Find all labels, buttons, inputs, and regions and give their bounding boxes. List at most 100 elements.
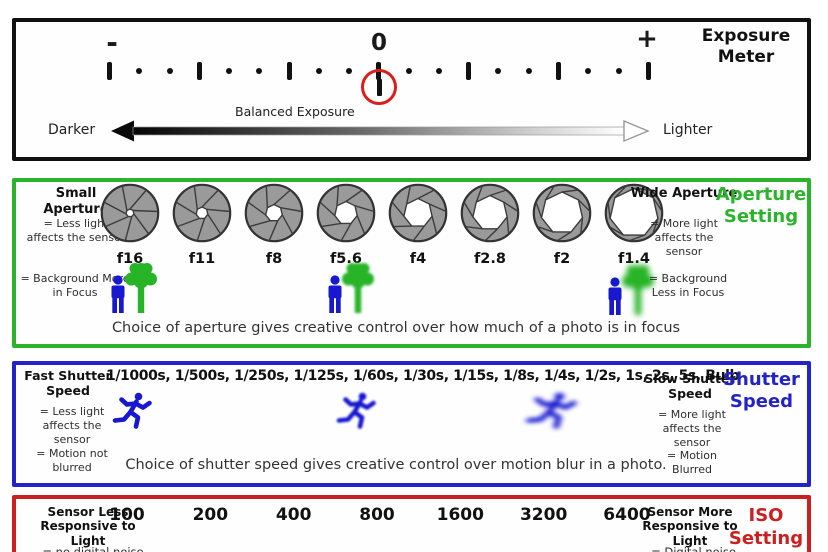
very-blurred-tree-icon — [620, 263, 656, 319]
iso-value: 6400 — [603, 505, 651, 525]
fstop-label: f4 — [409, 251, 427, 267]
iris-f11-icon — [171, 182, 233, 244]
runner-blurred-icon — [336, 391, 376, 431]
iso-values-row: 100 200 400 800 1600 3200 6400 — [92, 505, 662, 525]
iso-more-responsive-heading: Sensor More Responsive to Light — [642, 505, 738, 548]
fstop-label: f2.8 — [474, 251, 506, 267]
iso-no-noise-note: = no digital noise — [42, 545, 144, 552]
iris-f2-icon — [531, 182, 593, 244]
meter-needle-indicator — [361, 69, 397, 105]
meter-tick — [645, 62, 651, 80]
exposure-meter-panel: - 0 + Exposure Meter Balanced Exposure D… — [12, 18, 811, 161]
person-icon — [325, 275, 345, 317]
meter-tick — [555, 62, 561, 80]
meter-dot — [405, 68, 412, 74]
iris-f16-icon — [99, 182, 161, 244]
fstop-label: f11 — [188, 251, 216, 267]
aperture-caption: Choice of aperture gives creative contro… — [111, 320, 681, 336]
iso-value: 800 — [359, 505, 395, 525]
meter-dot — [495, 68, 502, 74]
fast-shutter-note-light: = Less light affects the sensor — [39, 405, 105, 447]
fstop-label: f2 — [553, 251, 571, 267]
aperture-stop-cell: f11 — [166, 182, 238, 267]
aperture-stop-cell: f5.6 — [310, 182, 382, 267]
fstop-label: f1.4 — [618, 251, 650, 267]
darker-label: Darker — [48, 122, 96, 138]
meter-minus-label: - — [106, 26, 118, 59]
aperture-stop-cell: f8 — [238, 182, 310, 267]
fstop-label: f8 — [265, 251, 283, 267]
aperture-stop-cell: f2.8 — [454, 182, 526, 267]
meter-zero-label: 0 — [370, 30, 388, 56]
iso-setting-panel: Sensor Less Responsive to Light = no dig… — [12, 495, 811, 552]
aperture-stop-cell: f4 — [382, 182, 454, 267]
aperture-stop-cell: f16 — [94, 182, 166, 267]
focus-example-medium — [325, 263, 376, 317]
darker-lighter-gradient-arrow-icon — [111, 119, 650, 143]
slow-shutter-note-motion: = Motion Blurred — [666, 449, 717, 477]
meter-needle-tick-icon — [376, 78, 382, 96]
meter-dot — [615, 68, 622, 74]
shutter-speed-panel: Fast Shutter Speed 1/1000s, 1/500s, 1/25… — [12, 361, 811, 487]
meter-plus-label: + — [636, 24, 658, 54]
iso-value: 1600 — [436, 505, 484, 525]
meter-tick — [196, 62, 202, 80]
focus-example-sharp — [108, 263, 159, 317]
fstop-label: f16 — [116, 251, 144, 267]
meter-dot — [256, 68, 263, 74]
meter-tick — [107, 62, 112, 80]
wide-aperture-heading: Wide Aperture — [630, 186, 738, 201]
tree-icon — [123, 261, 159, 317]
person-icon — [108, 275, 128, 317]
small-aperture-heading: Small Aperture — [43, 186, 109, 217]
small-aperture-note-light: = Less light affects the sensor — [26, 217, 126, 245]
aperture-setting-panel: Small Aperture = Less light affects the … — [12, 178, 811, 348]
aperture-stop-cell: f1.4 — [598, 182, 670, 267]
iris-f1.4-icon — [603, 182, 665, 244]
person-icon — [605, 277, 625, 319]
iso-value: 3200 — [519, 505, 568, 525]
fstop-label: f5.6 — [330, 251, 362, 267]
fast-shutter-note-motion: = Motion not blurred — [36, 447, 108, 475]
wide-aperture-note-light: = More light affects the sensor — [650, 217, 718, 259]
iris-f5.6-icon — [315, 182, 377, 244]
meter-dot — [585, 68, 592, 74]
lighter-label: Lighter — [663, 122, 713, 138]
iso-digital-noise-note: = Digital noise — [651, 545, 736, 552]
iso-value: 100 — [109, 505, 145, 525]
panel-title-exposure-meter: Exposure Meter — [701, 26, 791, 67]
wide-aperture-note-focus: = Background Less in Focus — [648, 272, 728, 300]
meter-dot — [525, 68, 532, 74]
meter-tick — [286, 62, 292, 80]
panel-title-iso-setting: ISO Setting — [728, 505, 804, 549]
meter-dot — [226, 68, 233, 74]
shutter-caption: Choice of shutter speed gives creative c… — [125, 457, 667, 473]
aperture-iris-row: f16 f11 f8 f5.6 f4 f2.8 f2 f1.4 — [94, 182, 670, 267]
meter-dot — [315, 68, 322, 74]
meter-dot — [435, 68, 442, 74]
meter-dot — [346, 68, 353, 74]
meter-tick — [466, 62, 472, 80]
iris-f4-icon — [387, 182, 449, 244]
balanced-exposure-label: Balanced Exposure — [235, 104, 355, 119]
panel-title-aperture-setting: Aperture Setting — [715, 184, 807, 227]
slow-shutter-heading: Slow Shutter Speed — [644, 371, 736, 401]
fast-shutter-heading: Fast Shutter Speed — [24, 368, 112, 398]
iso-value: 200 — [192, 505, 229, 525]
runner-motion-blur-icon — [525, 391, 577, 431]
aperture-stop-cell: f2 — [526, 182, 598, 267]
shutter-speeds-list: 1/1000s, 1/500s, 1/250s, 1/125s, 1/60s, … — [106, 368, 740, 384]
iris-f2.8-icon — [459, 182, 521, 244]
panel-title-shutter-speed: Shutter Speed — [723, 369, 800, 412]
focus-example-blurred — [605, 265, 656, 319]
small-aperture-note-focus: = Background More in Focus — [20, 272, 130, 300]
iso-value: 400 — [275, 505, 312, 525]
iso-less-responsive-heading: Sensor Less Responsive to Light — [40, 505, 136, 548]
blurred-tree-icon — [340, 261, 376, 317]
iris-f8-icon — [243, 182, 305, 244]
runner-sharp-icon — [112, 391, 152, 431]
meter-dot — [166, 68, 173, 74]
meter-dot — [136, 68, 143, 74]
slow-shutter-note-light: = More light affects the sensor — [658, 408, 726, 450]
